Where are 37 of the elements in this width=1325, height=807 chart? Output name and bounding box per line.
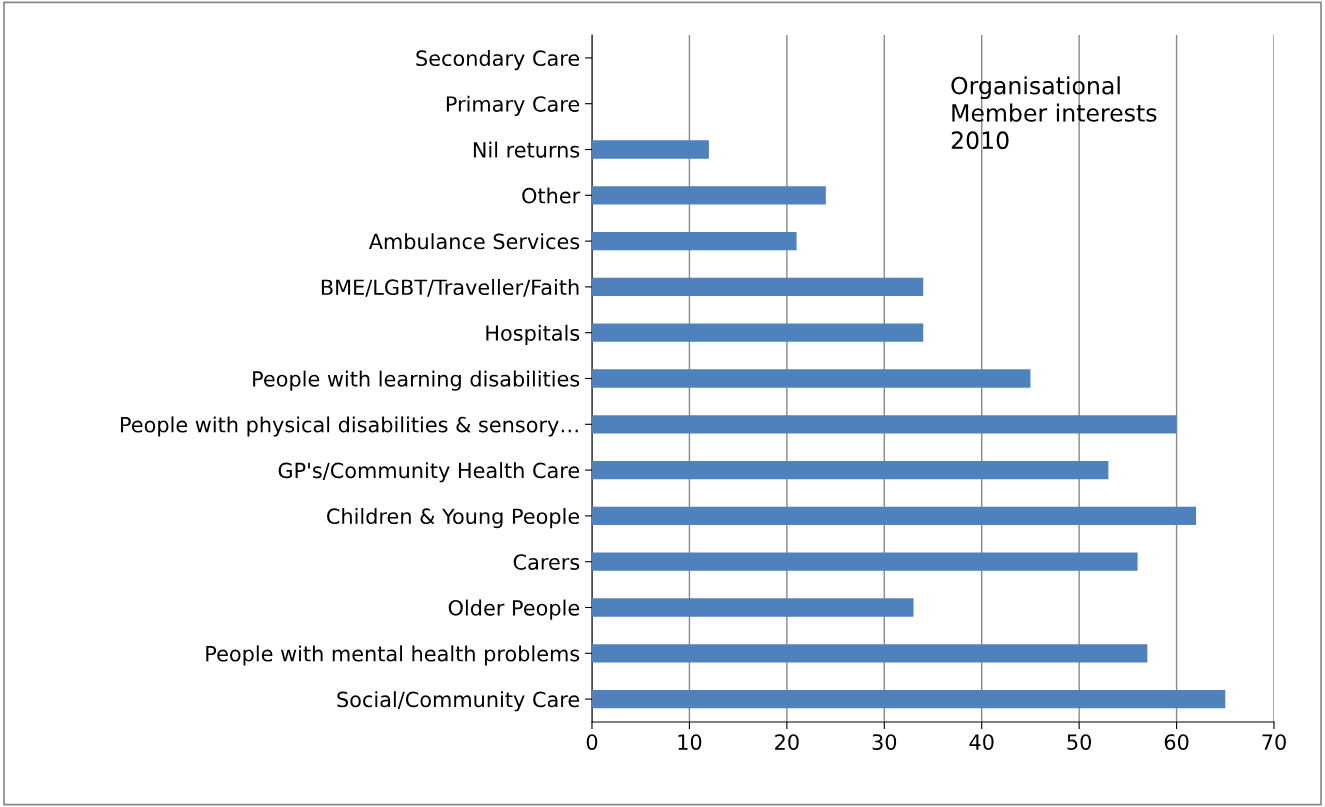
x-tick-label: 40 <box>969 734 994 750</box>
bar <box>592 186 826 205</box>
x-tick-label: 70 <box>1262 734 1286 750</box>
bar <box>592 369 1031 388</box>
bar <box>592 415 1177 434</box>
bar <box>592 140 709 159</box>
y-tick-label: People with mental health problems <box>206 645 580 666</box>
y-tick-label: GP's/Community Health Care <box>278 462 580 483</box>
y-tick-label: Primary Care <box>446 95 580 116</box>
bar <box>592 506 1197 526</box>
y-tick-label: Other <box>522 187 581 204</box>
y-tick-label: Children & Young People <box>327 507 580 529</box>
y-tick-label: Carers <box>513 554 580 570</box>
y-tick-label: People with learning disabilities <box>253 370 580 391</box>
x-tick-label: 20 <box>775 734 799 750</box>
bar <box>592 231 797 251</box>
y-tick-label: Social/Community Care <box>337 691 580 712</box>
bar <box>592 598 914 617</box>
bar <box>592 460 1109 480</box>
bar <box>592 644 1148 663</box>
x-tick-label: 60 <box>1164 734 1189 750</box>
bar <box>592 323 924 342</box>
y-tick-label: Secondary Care <box>416 49 580 71</box>
y-tick-label: Hospitals <box>486 324 580 345</box>
y-tick-label: Older People <box>448 599 580 620</box>
x-tick-label: 50 <box>1067 734 1092 750</box>
bar <box>592 277 924 297</box>
x-tick-label: 30 <box>872 734 897 750</box>
bar <box>592 552 1138 571</box>
x-tick-label: 0 <box>586 734 598 750</box>
y-tick-label: People with physical disabilities & sensory… <box>121 416 578 437</box>
y-tick-label: Ambulance Services <box>368 233 580 250</box>
x-tick-label: 10 <box>678 734 702 750</box>
annotation: Organisational Member interests 2010 <box>951 76 1157 150</box>
y-tick-label: Nil returns <box>473 141 580 158</box>
y-tick-label: BME/LGBT/Traveller/Faith <box>321 278 579 297</box>
bar <box>592 689 1226 709</box>
